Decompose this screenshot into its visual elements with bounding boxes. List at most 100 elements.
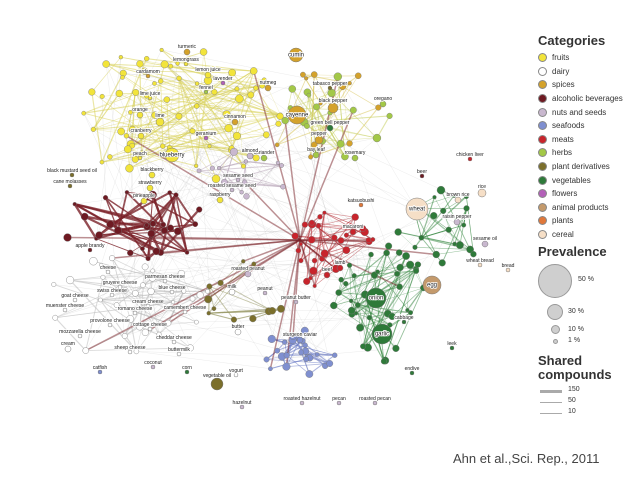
ingredient-node [432, 195, 437, 200]
ingredient-node-rosemary [351, 154, 359, 162]
ingredient-node [343, 232, 349, 238]
ingredient-node [298, 349, 305, 356]
network-edge [175, 194, 197, 225]
ingredient-node [313, 103, 320, 111]
network-edge [338, 292, 366, 296]
ingredient-node [243, 193, 250, 200]
network-edge [353, 228, 355, 276]
ingredient-label: beef [322, 267, 332, 273]
ingredient-node [354, 72, 362, 80]
ingredient-node-sesame-seed [235, 177, 241, 183]
ingredient-node [72, 202, 77, 207]
ingredient-node [89, 257, 98, 266]
network-edge [121, 63, 141, 132]
network-edge [135, 120, 286, 294]
network-edge [102, 96, 398, 274]
network-edge [269, 239, 301, 369]
category-label: seafoods [552, 121, 585, 131]
ingredient-label: sturgeon caviar [283, 332, 318, 338]
category-swatch [538, 148, 547, 158]
ingredient-node-garlic [371, 323, 393, 345]
network-edge [284, 88, 293, 121]
ingredient-label: catfish [93, 365, 108, 371]
ingredient-node [262, 131, 270, 139]
network-edge [53, 284, 273, 311]
legend-category-plants: plants [538, 214, 634, 228]
ingredient-node [207, 144, 212, 149]
ingredient-node [386, 112, 393, 119]
shared-compounds-scale: 150 50 10 [538, 385, 634, 425]
network-edge [198, 151, 235, 172]
network-edge [305, 310, 352, 360]
ingredient-node [311, 257, 318, 264]
ingredient-node [147, 287, 155, 295]
ingredient-label: apple brandy [76, 243, 105, 249]
category-list: fruits dairy spices alcoholic beverages nuts… [538, 51, 634, 241]
ingredient-node-leek [449, 345, 455, 351]
ingredient-label: coconut [144, 360, 162, 366]
ingredient-node [413, 267, 420, 274]
ingredient-node [366, 315, 372, 321]
ingredient-node [234, 86, 240, 92]
network-edge [398, 231, 416, 248]
shared-compounds-line [540, 412, 562, 414]
network-edge [91, 91, 103, 163]
network-edge [420, 197, 436, 238]
ingredient-node-blueberry [164, 147, 180, 163]
network-edge [119, 57, 122, 94]
ingredient-node [167, 190, 173, 196]
ingredient-node [298, 258, 304, 264]
ingredient-node [312, 283, 317, 288]
ingredient-node [300, 326, 309, 335]
network-edge [130, 115, 281, 145]
network-edge [83, 78, 180, 114]
ingredient-node [408, 310, 413, 316]
ingredient-label: yogurt [229, 368, 244, 374]
network-edge [304, 215, 434, 346]
ingredient-node [242, 179, 248, 185]
ingredient-node [275, 160, 280, 165]
network-edge [192, 130, 210, 147]
network-edge [151, 194, 178, 225]
network-edge [144, 239, 301, 334]
network-edge [220, 282, 273, 312]
network-edge [266, 359, 330, 364]
ingredient-node [315, 223, 322, 229]
ingredient-node [152, 81, 157, 86]
ingredient-node-raspberry [216, 196, 224, 204]
network-edge [291, 88, 346, 157]
network-edge [214, 91, 281, 117]
network-edge [304, 112, 331, 123]
category-swatch [538, 121, 547, 131]
network-edge [359, 316, 393, 329]
ingredient-node [99, 262, 104, 268]
network-edge [109, 156, 325, 213]
ingredient-node-wheat-bread [477, 262, 483, 268]
ingredient-node [267, 334, 276, 343]
category-label: plants [552, 216, 574, 226]
shared-title-2: compounds [538, 367, 612, 383]
ingredient-label: wheat bread [466, 258, 494, 264]
network-edge [304, 121, 378, 139]
network-edge [142, 248, 400, 287]
ingredient-label: sesame oil [473, 236, 497, 242]
network-edge [105, 63, 201, 296]
ingredient-node [307, 236, 316, 244]
network-edge [85, 239, 301, 352]
network-edge [102, 276, 119, 290]
network-edge [208, 312, 235, 320]
network-edge [236, 135, 375, 276]
ingredient-node [372, 133, 382, 143]
ingredient-node [160, 221, 167, 228]
ingredient-node-bread [505, 267, 511, 273]
ingredient-label: cottage cheese [133, 322, 167, 328]
network-edge [245, 160, 282, 167]
ingredient-node [383, 249, 390, 257]
ingredient-node-lemongrass [183, 61, 189, 67]
ingredient-node-cottage-cheese [147, 326, 153, 332]
ingredient-node [121, 333, 128, 339]
network-edge [151, 236, 301, 241]
ingredient-node [322, 210, 327, 215]
ingredient-node [395, 249, 403, 256]
category-swatch [538, 162, 547, 172]
